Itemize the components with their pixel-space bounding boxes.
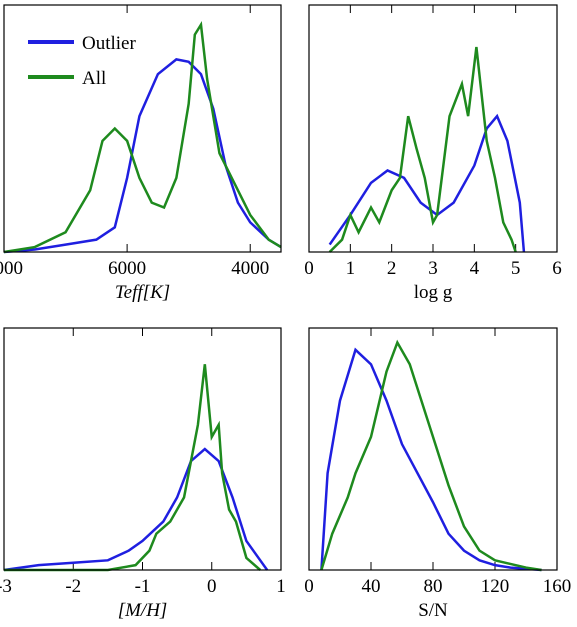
legend-label: Outlier [82,33,136,54]
x-tick-label: 4 [470,258,480,279]
x-tick-label: 2 [387,258,397,279]
line [3,447,269,572]
x-axis-label: log g [414,282,453,303]
x-tick-label: 120 [481,576,510,597]
x-tick-label: 4000 [231,258,269,279]
x-axis-label: [M/H] [118,600,168,621]
x-tick-label: 0 [304,258,314,279]
x-tick-label: 6 [552,258,562,279]
line [328,46,517,253]
x-tick-label: 1 [346,258,356,279]
x-tick-label: 1 [276,576,286,597]
axes-frame [3,4,282,253]
x-tick-label: -2 [65,576,81,597]
x-axis-label: S/N [418,600,448,621]
x-tick-label: 160 [543,576,572,597]
x-tick-label: 80 [424,576,443,597]
axes-frame [308,327,558,571]
axes-frame [3,327,282,571]
line [320,347,542,572]
x-tick-label: 3 [428,258,438,279]
x-tick-label: 6000 [108,258,146,279]
line [3,21,282,254]
x-axis-label: Teff[K] [115,282,170,303]
line [320,339,542,572]
x-tick-label: 8000 [0,258,23,279]
x-tick-label: 5 [511,258,521,279]
x-tick-label: -3 [0,576,12,597]
legend-label: All [82,68,106,89]
x-tick-label: 0 [207,576,217,597]
x-tick-label: 40 [362,576,381,597]
line [328,113,526,253]
line [4,364,262,572]
x-tick-label: -1 [135,576,151,597]
axes-frame [308,4,558,253]
line [3,57,282,254]
x-tick-label: 0 [304,576,314,597]
